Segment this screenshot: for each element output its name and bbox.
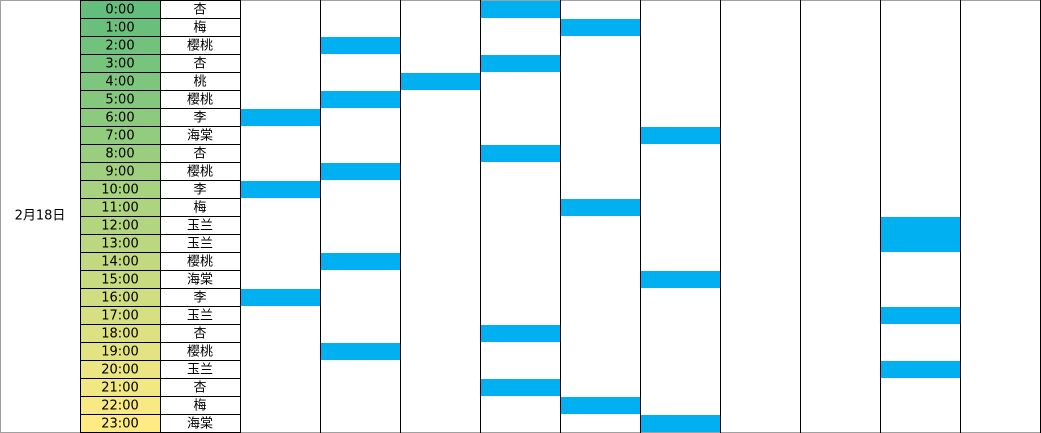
time-cell — [80, 216, 160, 234]
time-cell — [80, 162, 160, 180]
block — [561, 19, 640, 36]
name-text: 桃 — [193, 75, 206, 90]
block — [321, 163, 400, 180]
block — [321, 91, 400, 108]
time-text: 10:00 — [101, 183, 138, 198]
time-text: 2:00 — [105, 39, 134, 54]
time-text: 5:00 — [105, 93, 134, 108]
time-text: 23:00 — [101, 417, 138, 432]
time-cell — [80, 234, 160, 252]
time-text: 13:00 — [101, 237, 138, 252]
time-text: 15:00 — [101, 273, 138, 288]
time-cell — [80, 126, 160, 144]
block — [241, 181, 320, 198]
time-cell — [80, 18, 160, 36]
block — [481, 55, 560, 72]
time-cell — [80, 144, 160, 162]
name-text: 樱桃 — [187, 254, 213, 270]
time-cell — [80, 198, 160, 216]
time-text: 7:00 — [105, 129, 134, 144]
time-text: 0:00 — [105, 3, 134, 18]
time-text: 14:00 — [101, 255, 138, 270]
time-cell — [80, 306, 160, 324]
name-text: 玉兰 — [187, 309, 213, 324]
time-cell — [80, 54, 160, 72]
time-text: 20:00 — [101, 363, 138, 378]
time-cell — [80, 288, 160, 306]
name-text: 梅 — [193, 399, 206, 414]
name-text: 海棠 — [187, 417, 213, 432]
block — [481, 379, 560, 396]
name-text: 海棠 — [187, 129, 213, 144]
time-text: 1:00 — [105, 21, 134, 36]
block — [561, 397, 640, 414]
time-text: 12:00 — [101, 219, 138, 234]
time-cell — [80, 324, 160, 342]
time-cell — [80, 414, 160, 432]
block — [321, 343, 400, 360]
time-text: 6:00 — [105, 111, 134, 126]
time-text: 19:00 — [101, 345, 138, 360]
time-cell — [80, 36, 160, 54]
time-text: 17:00 — [101, 309, 138, 324]
name-text: 樱桃 — [187, 164, 213, 180]
name-text: 樱桃 — [187, 92, 213, 108]
block — [881, 361, 960, 378]
time-cell — [80, 72, 160, 90]
name-text: 杏 — [193, 147, 206, 162]
block — [321, 37, 400, 54]
time-text: 9:00 — [105, 165, 134, 180]
time-cell — [80, 108, 160, 126]
name-text: 李 — [193, 111, 206, 126]
name-text: 李 — [193, 183, 206, 198]
time-cell — [80, 252, 160, 270]
time-text: 8:00 — [105, 147, 134, 162]
name-text: 梅 — [193, 201, 206, 216]
name-text: 玉兰 — [187, 363, 213, 378]
block — [881, 217, 960, 252]
block — [641, 271, 720, 288]
time-text: 11:00 — [101, 201, 138, 216]
name-text: 玉兰 — [187, 219, 213, 234]
time-cell — [80, 360, 160, 378]
time-cell — [80, 180, 160, 198]
block — [481, 1, 560, 18]
block — [321, 253, 400, 270]
block — [401, 73, 480, 90]
name-text: 樱桃 — [187, 344, 213, 360]
block — [481, 325, 560, 342]
time-cell — [80, 90, 160, 108]
time-text: 21:00 — [101, 381, 138, 396]
schedule-blocks — [241, 1, 960, 432]
block — [641, 415, 720, 432]
name-text: 李 — [193, 291, 206, 306]
name-text: 樱桃 — [187, 38, 213, 54]
name-text: 杏 — [193, 327, 206, 342]
time-cell — [80, 378, 160, 396]
block — [241, 289, 320, 306]
name-text: 梅 — [193, 21, 206, 36]
block — [481, 145, 560, 162]
name-text: 海棠 — [187, 273, 213, 288]
block — [241, 109, 320, 126]
time-cell — [80, 0, 160, 18]
name-text: 杏 — [193, 57, 206, 72]
time-text: 22:00 — [101, 399, 138, 414]
time-text: 3:00 — [105, 57, 134, 72]
time-cell — [80, 270, 160, 288]
name-text: 杏 — [193, 381, 206, 396]
time-text: 4:00 — [105, 75, 134, 90]
date-label: 2月18日 — [15, 209, 66, 224]
name-text: 玉兰 — [187, 237, 213, 252]
time-text: 18:00 — [101, 327, 138, 342]
block — [561, 199, 640, 216]
time-cell — [80, 342, 160, 360]
block — [641, 127, 720, 144]
block — [881, 307, 960, 324]
name-text: 杏 — [193, 3, 206, 18]
time-cell — [80, 396, 160, 414]
time-text: 16:00 — [101, 291, 138, 306]
